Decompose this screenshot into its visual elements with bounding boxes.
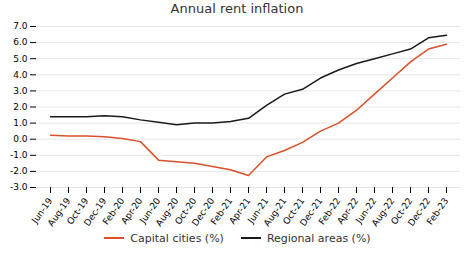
svg-text:Oct-21: Oct-21 xyxy=(280,195,307,227)
svg-text:6.0: 6.0 xyxy=(13,37,28,47)
svg-text:Dec-20: Dec-20 xyxy=(189,195,217,228)
svg-text:Feb-23: Feb-23 xyxy=(425,196,451,227)
svg-text:Feb-21: Feb-21 xyxy=(208,195,235,227)
svg-text:Oct-19: Oct-19 xyxy=(64,195,91,227)
svg-text:3.0: 3.0 xyxy=(13,86,28,96)
html-text:Capital cities (%): Capital cities (%) xyxy=(130,231,224,245)
svg-text:-1.0: -1.0 xyxy=(10,150,28,160)
svg-text:Jun-22: Jun-22 xyxy=(353,195,379,226)
svg-text:Aug-22: Aug-22 xyxy=(369,195,397,228)
svg-text:Aug-20: Aug-20 xyxy=(153,195,181,228)
svg-text:1.0: 1.0 xyxy=(13,118,28,128)
svg-text:Apr-22: Apr-22 xyxy=(335,195,361,226)
svg-text:Oct-20: Oct-20 xyxy=(172,195,199,227)
svg-text:Apr-20: Apr-20 xyxy=(119,195,145,226)
svg-text:Apr-21: Apr-21 xyxy=(227,195,253,226)
svg-text:Dec-19: Dec-19 xyxy=(81,195,109,228)
html-text:Regional areas (%): Regional areas (%) xyxy=(266,231,371,245)
svg-text:Aug-21: Aug-21 xyxy=(261,195,289,228)
svg-text:Oct-22: Oct-22 xyxy=(388,195,415,227)
svg-text:Feb-20: Feb-20 xyxy=(100,195,127,227)
svg-text:0.0: 0.0 xyxy=(13,134,28,144)
svg-text:-2.0: -2.0 xyxy=(10,166,28,176)
svg-text:5.0: 5.0 xyxy=(13,54,28,64)
svg-text:Jun-20: Jun-20 xyxy=(137,195,163,226)
svg-text:Feb-22: Feb-22 xyxy=(316,195,343,227)
svg-text:Jun-21: Jun-21 xyxy=(245,195,271,226)
svg-text:Dec-21: Dec-21 xyxy=(297,195,325,228)
svg-text:-3.0: -3.0 xyxy=(10,182,28,192)
svg-text:2.0: 2.0 xyxy=(13,102,28,112)
html-text:Annual rent inflation: Annual rent inflation xyxy=(170,1,304,16)
svg-text:Dec-22: Dec-22 xyxy=(405,195,433,228)
svg-text:Jun-19: Jun-19 xyxy=(29,195,55,226)
svg-text:4.0: 4.0 xyxy=(13,70,28,80)
svg-text:Aug-19: Aug-19 xyxy=(45,195,73,228)
svg-text:7.0: 7.0 xyxy=(13,21,28,31)
